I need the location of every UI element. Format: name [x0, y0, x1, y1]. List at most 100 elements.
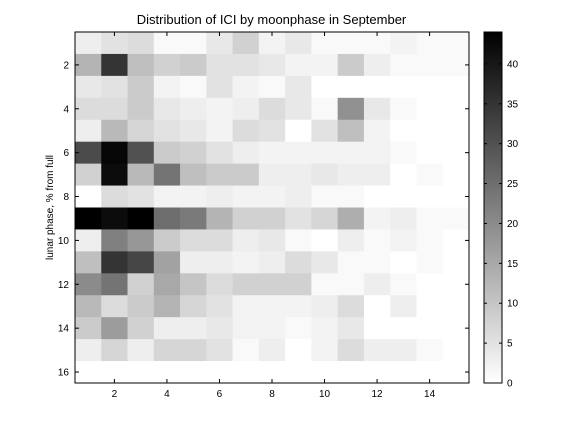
heatmap-cell	[416, 32, 444, 55]
heatmap-cell	[232, 141, 260, 165]
heatmap-cell	[390, 75, 417, 99]
heatmap-cell	[337, 339, 365, 362]
heatmap-cell	[153, 251, 181, 274]
heatmap-cell	[390, 97, 417, 121]
heatmap-cell	[127, 317, 155, 340]
heatmap-cell	[232, 295, 260, 318]
heatmap-cell	[285, 163, 312, 186]
colorbar-tick-label: 15	[507, 259, 519, 270]
y-axis-label: lunar phase, % from full	[45, 155, 56, 260]
heatmap-cell	[153, 97, 181, 121]
heatmap-cell	[337, 97, 365, 121]
heatmap-cell	[232, 53, 260, 77]
heatmap-cell	[311, 163, 339, 186]
heatmap-cell	[101, 273, 128, 296]
heatmap-cell	[180, 97, 207, 121]
heatmap-cell	[206, 53, 233, 77]
heatmap-cell	[258, 97, 286, 121]
plot-axes: 2 4 6 8 10 12 14 2 4 6 8 10 12 14 16	[58, 31, 470, 400]
heatmap-cell	[442, 163, 470, 186]
heatmap-cell	[337, 317, 365, 340]
heatmap-cell	[390, 32, 417, 55]
heatmap-cell	[311, 339, 339, 362]
heatmap-cell	[180, 229, 207, 252]
heatmap-cell	[206, 317, 233, 340]
heatmap-cell	[416, 141, 444, 165]
heatmap-cell	[127, 207, 155, 230]
heatmap-cell	[285, 185, 312, 208]
heatmap-cell	[258, 119, 286, 143]
heatmap-cell	[127, 75, 155, 99]
heatmap-cell	[442, 119, 470, 143]
heatmap-cell	[101, 317, 128, 340]
colorbar: 0 5 10 15 20 25 30 35 40	[483, 31, 519, 390]
colorbar-tick-label: 10	[507, 299, 519, 310]
heatmap-cell	[363, 207, 391, 230]
heatmap-cell	[311, 251, 339, 274]
heatmap-cell	[75, 75, 102, 99]
heatmap-cell	[258, 32, 286, 55]
colorbar-tick-label: 5	[507, 339, 513, 350]
heatmap-cell	[180, 361, 207, 384]
y-tick-label: 10	[58, 236, 70, 247]
x-tick-label: 4	[164, 389, 170, 400]
heatmap-cell	[75, 339, 102, 362]
heatmap-cell	[180, 185, 207, 208]
heatmap-cell	[390, 53, 417, 77]
heatmap-cell	[206, 339, 233, 362]
heatmap-cell	[285, 251, 312, 274]
heatmap-cell	[101, 32, 128, 55]
heatmap-cell	[390, 273, 417, 296]
heatmap-cell	[180, 339, 207, 362]
heatmap-cell	[390, 339, 417, 362]
heatmap-cell	[258, 163, 286, 186]
colorbar-gradient	[484, 32, 502, 383]
x-tick-label: 6	[217, 389, 223, 400]
heatmap-cell	[101, 207, 128, 230]
heatmap-cell	[180, 273, 207, 296]
heatmap-cell	[180, 75, 207, 99]
heatmap-cell	[153, 141, 181, 165]
heatmap-cell	[285, 361, 312, 384]
heatmap-cell	[180, 207, 207, 230]
heatmap-cell	[258, 251, 286, 274]
heatmap-cell	[127, 273, 155, 296]
heatmap-cell	[442, 295, 470, 318]
heatmap-cell	[232, 97, 260, 121]
heatmap-cell	[258, 141, 286, 165]
heatmap-cell	[75, 361, 102, 384]
heatmap-cell	[206, 273, 233, 296]
y-tick-label: 8	[63, 192, 69, 203]
heatmap-cell	[311, 361, 339, 384]
heatmap-cell	[206, 295, 233, 318]
x-tick-label: 14	[424, 389, 436, 400]
heatmap-cell	[311, 317, 339, 340]
x-tick-label: 12	[372, 389, 384, 400]
heatmap-cell	[127, 32, 155, 55]
chart-title: Distribution of ICI by moonphase in Sept…	[137, 12, 407, 27]
heatmap-cell	[75, 163, 102, 186]
heatmap-cell	[442, 339, 470, 362]
heatmap-cell	[337, 251, 365, 274]
heatmap-cell	[75, 97, 102, 121]
heatmap-cell	[442, 32, 470, 55]
heatmap-cell	[442, 273, 470, 296]
heatmap-cell	[127, 361, 155, 384]
heatmap-cell	[180, 53, 207, 77]
heatmap-cell	[206, 32, 233, 55]
heatmap-cell	[337, 361, 365, 384]
heatmap-cell	[258, 75, 286, 99]
heatmap-cell	[311, 119, 339, 143]
heatmap-cell	[416, 339, 444, 362]
heatmap-cell	[363, 53, 391, 77]
heatmap-cell	[206, 163, 233, 186]
heatmap-cell	[442, 229, 470, 252]
heatmap-cell	[127, 339, 155, 362]
heatmap-cell	[285, 119, 312, 143]
heatmap-cell	[390, 317, 417, 340]
heatmap-cell	[258, 53, 286, 77]
heatmap-cell	[232, 75, 260, 99]
heatmap-cell	[311, 185, 339, 208]
heatmap-cell	[101, 97, 128, 121]
